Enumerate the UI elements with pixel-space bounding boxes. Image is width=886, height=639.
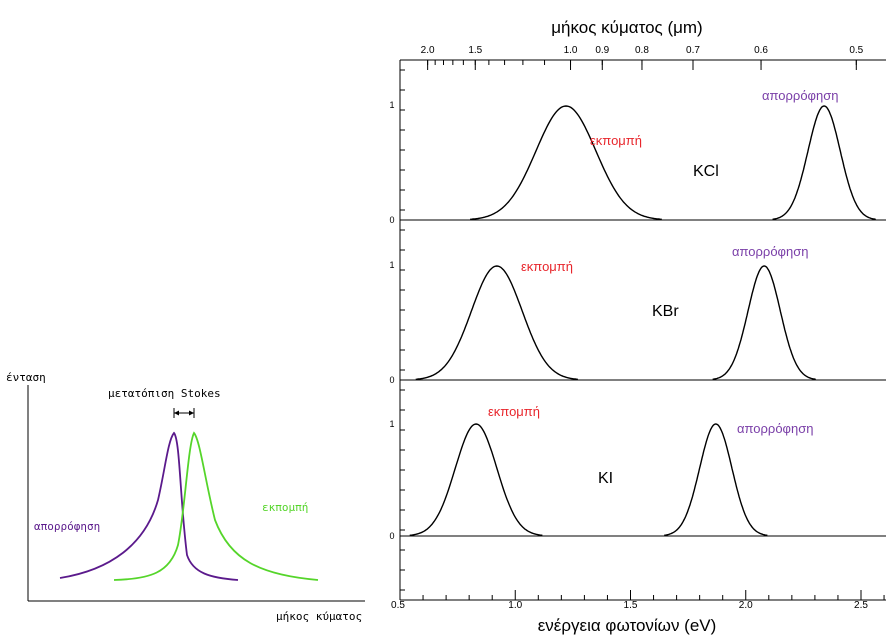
stokes-y-axis-label: ένταση bbox=[6, 371, 46, 384]
absorption-label: απορρόφηση bbox=[737, 421, 813, 436]
bottom-axis-ticks bbox=[399, 590, 885, 600]
top-tick-label: 0.5 bbox=[849, 45, 863, 56]
emission-peak bbox=[409, 423, 543, 536]
stokes-absorption-label: απορρόφηση bbox=[34, 520, 100, 533]
panel-kcl: 1 0 εκπομπή απορρόφηση KCl bbox=[389, 88, 886, 225]
top-tick-label: 1.5 bbox=[468, 45, 482, 56]
absorption-peak bbox=[772, 105, 876, 220]
bottom-tick-label: 1.0 bbox=[508, 600, 522, 611]
top-axis-tick-labels: 2.0 1.5 1.0 0.9 0.8 0.7 0.6 0.5 bbox=[421, 45, 864, 56]
stokes-shift-label: μετατόπιση Stokes bbox=[108, 387, 221, 400]
stokes-absorption-curve bbox=[59, 431, 239, 581]
stokes-shift-arrow bbox=[173, 408, 195, 418]
crystal-label: KBr bbox=[652, 303, 679, 320]
bottom-tick-label: 0.5 bbox=[391, 600, 405, 611]
emission-label: εκπομπή bbox=[488, 404, 540, 419]
y-tick-zero: 0 bbox=[389, 531, 394, 541]
top-axis-ticks bbox=[427, 60, 857, 70]
stokes-emission-label: εκπομπή bbox=[262, 501, 308, 514]
stokes-diagram: ένταση μήκος κύματος μετατόπιση Stokes α… bbox=[6, 371, 365, 623]
y-axis-ticks bbox=[400, 69, 405, 591]
crystal-label: KI bbox=[598, 470, 613, 487]
y-tick-one: 1 bbox=[389, 260, 394, 270]
y-tick-zero: 0 bbox=[389, 375, 394, 385]
emission-peak bbox=[470, 105, 662, 220]
y-tick-zero: 0 bbox=[389, 215, 394, 225]
panel-kbr: 1 0 εκπομπή απορρόφηση KBr bbox=[389, 244, 886, 385]
crystal-label: KCl bbox=[693, 163, 719, 180]
panel-ki: 1 0 εκπομπή απορρόφηση KI bbox=[389, 404, 886, 541]
top-tick-label: 0.7 bbox=[686, 45, 700, 56]
bottom-tick-label: 2.5 bbox=[854, 600, 868, 611]
y-tick-one: 1 bbox=[389, 100, 394, 110]
spectra-chart: μήκος κύματος (μm) 2.0 1.5 1.0 0.9 0.8 0… bbox=[389, 18, 886, 635]
bottom-axis-title: ενέργεια φωτονίων (eV) bbox=[538, 616, 717, 635]
bottom-tick-label: 2.0 bbox=[739, 600, 753, 611]
bottom-axis-tick-labels: 0.5 1.0 1.5 2.0 2.5 bbox=[391, 600, 868, 611]
top-tick-label: 0.8 bbox=[635, 45, 649, 56]
stokes-x-axis-label: μήκος κύματος bbox=[276, 610, 362, 623]
top-tick-label: 1.0 bbox=[564, 45, 578, 56]
emission-label: εκπομπή bbox=[521, 259, 573, 274]
top-tick-label: 0.9 bbox=[595, 45, 609, 56]
stokes-emission-curve bbox=[113, 431, 319, 581]
absorption-peak bbox=[664, 423, 768, 536]
emission-peak bbox=[415, 265, 578, 380]
y-tick-one: 1 bbox=[389, 419, 394, 429]
bottom-tick-label: 1.5 bbox=[624, 600, 638, 611]
top-axis-title: μήκος κύματος (μm) bbox=[551, 18, 702, 37]
top-tick-label: 0.6 bbox=[754, 45, 768, 56]
emission-label: εκπομπή bbox=[590, 133, 642, 148]
absorption-label: απορρόφηση bbox=[762, 88, 838, 103]
absorption-peak bbox=[712, 265, 816, 380]
absorption-label: απορρόφηση bbox=[732, 244, 808, 259]
top-tick-label: 2.0 bbox=[421, 45, 435, 56]
